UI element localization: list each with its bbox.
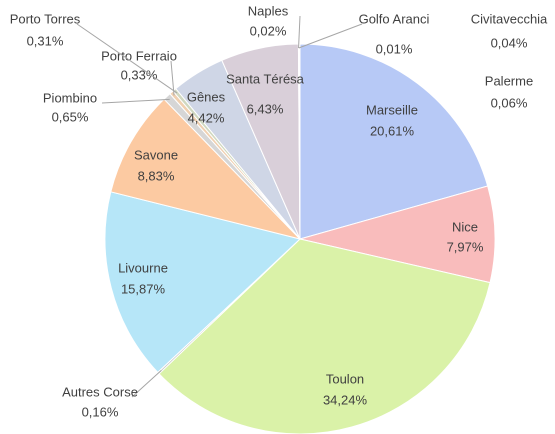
slice-value: 0,16% bbox=[82, 404, 119, 419]
slice-value: 0,02% bbox=[250, 23, 287, 38]
leader-line bbox=[101, 98, 170, 104]
slice-value: 0,31% bbox=[27, 33, 64, 48]
slice-value: 7,97% bbox=[447, 239, 484, 254]
slice-name: Palerme bbox=[485, 73, 533, 88]
slice-name: Marseille bbox=[366, 102, 418, 117]
leader-line bbox=[298, 23, 363, 49]
pie-slice bbox=[298, 43, 301, 240]
slice-value: 20,61% bbox=[370, 123, 415, 138]
pie-slice bbox=[299, 43, 489, 240]
slice-value: 6,43% bbox=[247, 101, 284, 116]
slice-name: Civitavecchia bbox=[471, 11, 548, 26]
pie-slice bbox=[104, 191, 302, 374]
slice-value: 0,65% bbox=[52, 109, 89, 124]
pie-slice bbox=[299, 185, 496, 284]
slice-name: Gênes bbox=[187, 89, 226, 104]
slice-value: 34,24% bbox=[323, 392, 368, 407]
slice-name: Livourne bbox=[118, 260, 168, 275]
slice-value: 8,83% bbox=[138, 168, 175, 183]
slice-value: 0,01% bbox=[376, 41, 413, 56]
slice-name: Nice bbox=[452, 219, 478, 234]
slice-name: Santa Térésa bbox=[226, 71, 305, 86]
slice-name: Porto Torres bbox=[10, 11, 81, 26]
slice-name: Porto Ferraio bbox=[101, 48, 177, 63]
leader-line bbox=[76, 23, 178, 94]
slice-name: Toulon bbox=[326, 371, 364, 386]
slice-name: Savone bbox=[134, 147, 178, 162]
slice-value: 0,04% bbox=[491, 35, 528, 50]
slice-name: Piombino bbox=[43, 90, 97, 105]
slice-value: 15,87% bbox=[121, 281, 166, 296]
slice-value: 4,42% bbox=[188, 110, 225, 125]
pie-slice bbox=[110, 98, 302, 240]
leader-line bbox=[298, 15, 301, 49]
slice-value: 0,33% bbox=[121, 67, 158, 82]
leader-line bbox=[131, 369, 162, 398]
slice-name: Autres Corse bbox=[62, 384, 138, 399]
slice-value: 0,06% bbox=[491, 95, 528, 110]
slice-name: Golfo Aranci bbox=[359, 11, 430, 26]
pie-slice bbox=[158, 238, 491, 434]
slice-name: Naples bbox=[248, 3, 289, 18]
leader-line bbox=[170, 60, 175, 96]
